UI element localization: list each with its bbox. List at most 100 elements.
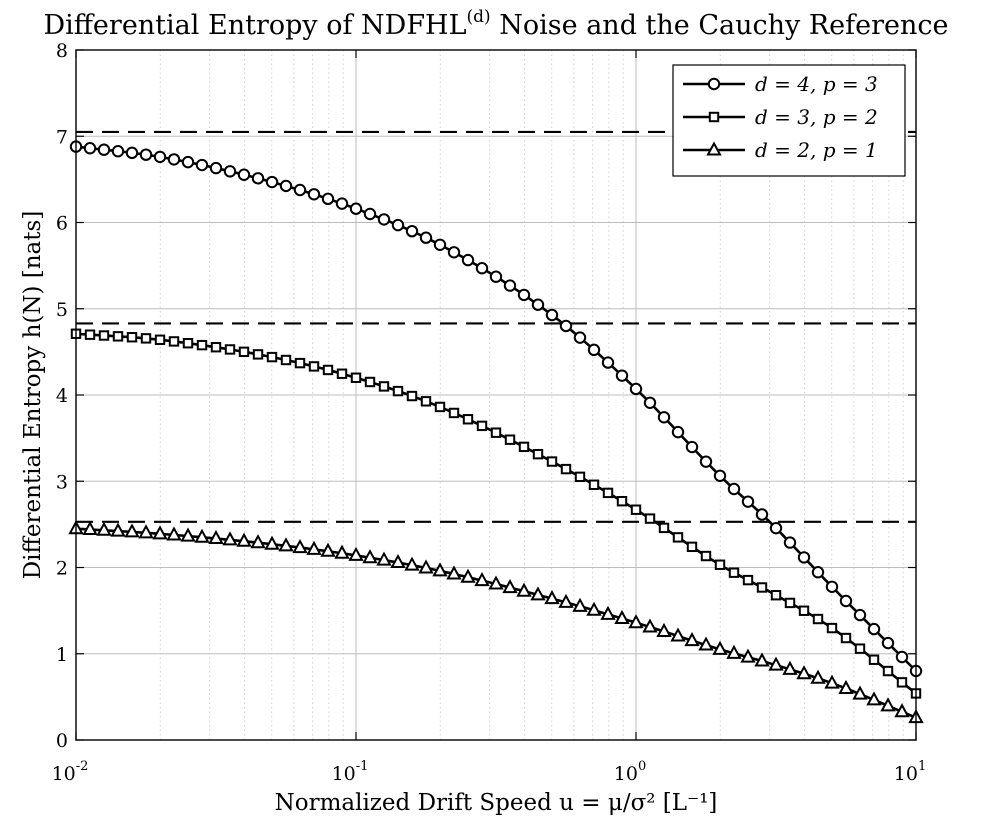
triangle-marker: [614, 609, 630, 625]
triangle-marker: [866, 691, 882, 706]
square-marker: [882, 665, 894, 677]
circle-marker: [83, 142, 97, 155]
square-marker: [126, 332, 138, 343]
triangle-marker: [894, 703, 910, 718]
circle-marker: [489, 270, 503, 283]
square-marker: [476, 420, 488, 432]
triangle-marker: [250, 534, 266, 549]
circle-marker: [265, 175, 279, 189]
circle-marker: [391, 218, 405, 232]
circle-marker: [643, 396, 657, 409]
triangle-marker: [82, 520, 98, 536]
square-marker: [84, 329, 96, 340]
triangle-marker: [628, 614, 644, 629]
square-marker: [420, 396, 432, 407]
circle-marker: [811, 566, 825, 579]
circle-marker: [195, 158, 209, 172]
square-marker: [532, 448, 544, 460]
y-tick-label: 3: [56, 471, 68, 493]
y-tick-label: 7: [56, 126, 68, 148]
circle-marker: [461, 253, 475, 267]
square-marker: [378, 381, 390, 392]
triangle-marker: [306, 540, 322, 555]
square-marker: [574, 471, 586, 483]
square-marker: [238, 346, 250, 358]
circle-marker: [209, 161, 223, 175]
triangle-marker: [194, 528, 210, 543]
triangle-marker: [754, 652, 770, 667]
square-marker: [266, 351, 278, 363]
circle-marker: [279, 179, 293, 193]
y-tick-label: 5: [56, 299, 68, 321]
triangle-marker: [880, 697, 896, 712]
triangle-marker: [348, 546, 364, 561]
legend-label: d = 3, p = 2: [755, 105, 878, 129]
y-tick-label: 4: [56, 385, 68, 407]
square-marker: [350, 372, 362, 383]
y-tick-label: 2: [56, 558, 68, 580]
square-marker: [560, 463, 572, 475]
square-marker: [406, 390, 418, 402]
y-tick-label: 1: [56, 644, 68, 666]
triangle-marker: [334, 544, 350, 559]
circle-marker: [769, 521, 783, 535]
circle-marker: [321, 192, 335, 206]
legend-item: d = 4, p = 3: [683, 72, 878, 96]
circle-marker: [349, 202, 363, 215]
circle-marker: [307, 188, 321, 201]
square-marker: [854, 643, 866, 654]
x-tick-label: 100: [614, 759, 646, 785]
square-marker: [196, 339, 208, 351]
triangle-marker: [166, 526, 182, 541]
triangle-marker: [502, 579, 518, 594]
triangle-marker: [642, 618, 658, 633]
square-marker: [714, 559, 726, 570]
circle-marker: [503, 279, 517, 292]
series-square: [70, 328, 922, 699]
square-marker: [364, 376, 376, 388]
square-marker: [434, 401, 446, 413]
circle-marker: [825, 580, 839, 593]
triangle-marker: [706, 141, 722, 156]
legend: d = 4, p = 3 d = 3, p = 2 d = 2, p = 1: [672, 64, 906, 177]
circle-marker: [867, 622, 881, 636]
circle-marker: [517, 288, 531, 302]
circle-marker: [707, 77, 721, 91]
square-marker: [616, 496, 628, 507]
triangle-marker: [292, 538, 308, 554]
square-marker: [182, 338, 194, 349]
square-marker: [630, 504, 642, 515]
square-marker: [112, 331, 124, 342]
triangle-marker: [152, 525, 168, 540]
triangle-marker: [432, 562, 448, 577]
circle-marker: [755, 508, 769, 521]
triangle-marker: [726, 644, 742, 659]
circle-marker: [587, 343, 601, 357]
circle-marker: [895, 650, 909, 664]
triangle-marker: [180, 527, 196, 542]
circle-marker: [699, 455, 713, 468]
square-marker: [504, 434, 516, 445]
triangle-marker: [278, 537, 294, 552]
square-marker: [658, 522, 670, 534]
triangle-marker: [474, 571, 490, 587]
triangle-marker: [810, 669, 826, 684]
circle-marker: [853, 608, 867, 622]
triangle-marker: [670, 627, 686, 642]
circle-marker: [615, 369, 629, 382]
triangle-marker: [138, 524, 154, 539]
triangle-marker: [96, 521, 112, 536]
circle-marker: [167, 153, 181, 166]
square-marker: [826, 622, 838, 634]
x-tick-label: 10-2: [52, 759, 89, 785]
triangle-marker: [264, 535, 280, 550]
triangle-marker: [796, 665, 812, 680]
x-axis-label: Normalized Drift Speed u = μ/σ² [L⁻¹]: [275, 790, 718, 816]
square-marker: [210, 342, 222, 353]
square-marker: [700, 550, 712, 562]
circle-marker: [797, 551, 811, 564]
y-tick-label: 6: [56, 213, 68, 235]
triangle-marker: [852, 685, 868, 700]
triangle-marker: [516, 582, 532, 597]
